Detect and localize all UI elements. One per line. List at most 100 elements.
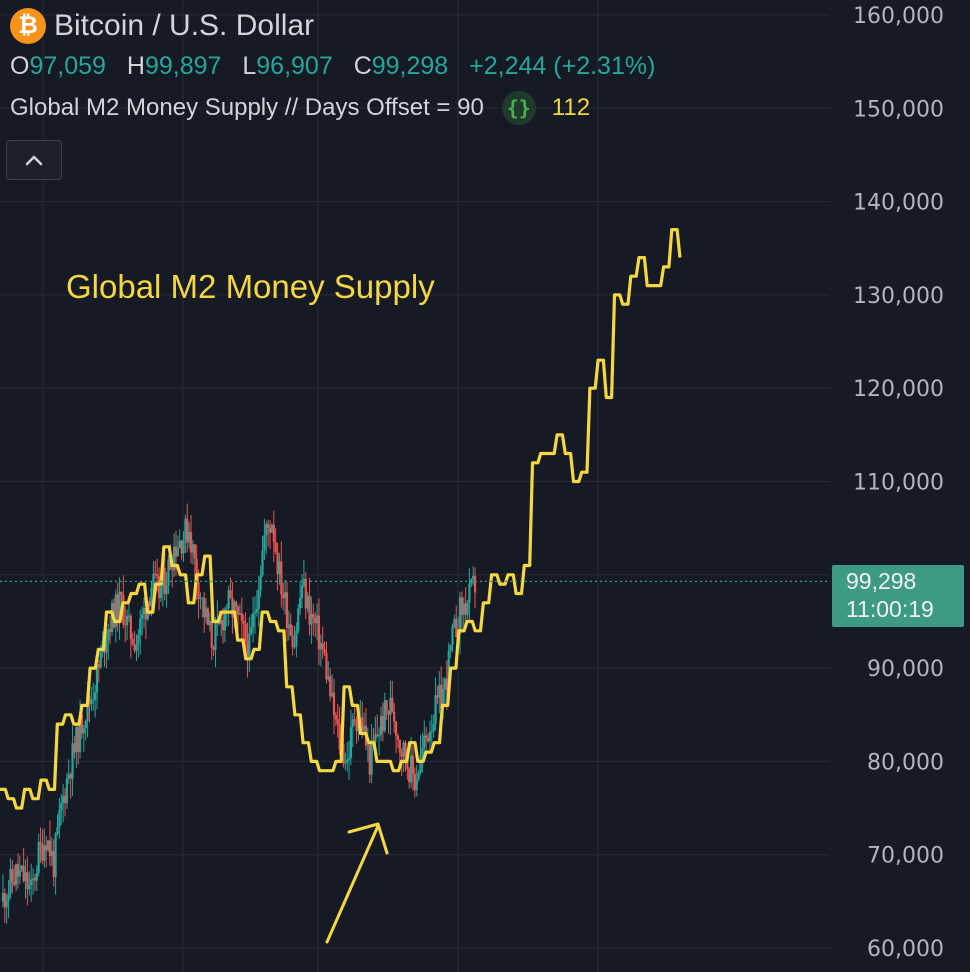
candle-body	[99, 652, 102, 668]
close-value: 99,298	[371, 52, 449, 80]
candle-body	[300, 585, 304, 598]
candle-body	[116, 594, 119, 620]
candle-body	[157, 576, 161, 599]
candle-body	[378, 734, 381, 736]
candle-body	[396, 735, 400, 740]
candle-body	[223, 609, 226, 631]
candle-body	[1, 892, 5, 902]
candle-body	[88, 695, 91, 705]
candle-body	[323, 649, 326, 654]
candle-body	[75, 727, 78, 753]
candle-body	[438, 684, 441, 698]
candle-body	[387, 711, 390, 715]
candle-body	[458, 597, 462, 635]
candle-body	[16, 864, 20, 877]
candle-body	[430, 731, 433, 733]
last-price-value: 99,298	[846, 568, 917, 595]
candle-body	[154, 573, 157, 575]
candle-body	[383, 700, 386, 731]
y-axis-tick-label: 120,000	[853, 377, 944, 402]
candle-body	[92, 699, 95, 701]
candle-body	[63, 795, 67, 804]
indicator-row[interactable]: Global M2 Money Supply // Days Offset = …	[10, 91, 669, 125]
chart-annotation-text: Global M2 Money Supply	[66, 268, 435, 305]
candle-body	[56, 827, 59, 834]
candle-body	[319, 643, 322, 650]
last-price-badge: 99,298 11:00:19	[832, 565, 964, 627]
candle-body	[167, 559, 170, 586]
candle-body	[268, 527, 272, 533]
candle-body	[370, 740, 373, 775]
candle-body	[197, 582, 200, 600]
candle-body	[472, 575, 475, 580]
candle-body	[95, 664, 99, 693]
candle-body	[272, 524, 275, 543]
candle-body	[315, 615, 319, 624]
candle-body	[11, 869, 14, 882]
candle-body	[142, 608, 146, 615]
low-value: 96,907	[256, 52, 333, 80]
candle-body	[257, 590, 260, 609]
candle-body	[52, 851, 55, 878]
candle-body	[144, 608, 147, 620]
candle-body	[402, 742, 405, 757]
indicator-value: 112	[551, 94, 591, 121]
candle-body	[332, 692, 336, 715]
candle-body	[212, 647, 215, 650]
candle-body	[473, 575, 477, 593]
candle-body	[283, 592, 287, 599]
bitcoin-icon: ₿	[10, 8, 46, 44]
y-axis-tick-label: 110,000	[853, 471, 944, 496]
candle-body	[208, 620, 211, 626]
candle-body	[253, 612, 257, 614]
candle-body	[173, 546, 176, 570]
candle-body	[267, 524, 270, 528]
candle-body	[436, 695, 439, 698]
chevron-up-icon	[25, 155, 43, 166]
candle-body	[449, 644, 452, 651]
candle-body	[331, 692, 334, 697]
candle-body	[233, 601, 236, 617]
candle-body	[80, 714, 84, 734]
candle-body	[5, 900, 8, 908]
candle-body	[225, 608, 228, 610]
candle-body	[46, 840, 50, 851]
candle-body	[308, 595, 311, 625]
candle-body	[321, 643, 324, 650]
y-axis-tick-label: 60,000	[867, 937, 944, 962]
candle-body	[443, 679, 447, 690]
candle-body	[7, 892, 10, 901]
candle-body	[312, 614, 315, 619]
indicator-name[interactable]: Global M2 Money Supply // Days Offset = …	[10, 94, 484, 121]
candle-body	[246, 641, 249, 661]
candle-body	[293, 646, 296, 648]
candle-body	[334, 714, 337, 720]
candle-body	[210, 620, 213, 648]
candle-body	[434, 695, 437, 724]
candle-body	[408, 768, 411, 783]
price-change: +2,244 (+2.31%)	[469, 52, 656, 80]
candle-body	[462, 603, 465, 615]
candle-body	[105, 640, 108, 653]
candle-body	[15, 864, 18, 885]
candle-body	[174, 546, 178, 557]
candle-body	[3, 892, 6, 908]
candle-body	[152, 573, 155, 588]
candle-body	[178, 540, 181, 549]
y-axis-tick-label: 140,000	[853, 191, 944, 216]
candle-body	[342, 743, 345, 764]
candle-body	[259, 575, 262, 591]
candle-body	[62, 795, 65, 804]
collapse-legend-button[interactable]	[6, 140, 62, 180]
candle-body	[191, 544, 195, 553]
candle-body	[381, 716, 384, 731]
candle-body	[248, 633, 251, 661]
source-code-icon[interactable]: {}	[501, 91, 536, 125]
candle-body	[82, 728, 85, 734]
candle-body	[135, 644, 138, 651]
candle-body	[349, 727, 353, 759]
symbol-title[interactable]: Bitcoin / U.S. Dollar	[54, 9, 315, 42]
candle-body	[54, 833, 57, 878]
candle-body	[125, 615, 129, 626]
